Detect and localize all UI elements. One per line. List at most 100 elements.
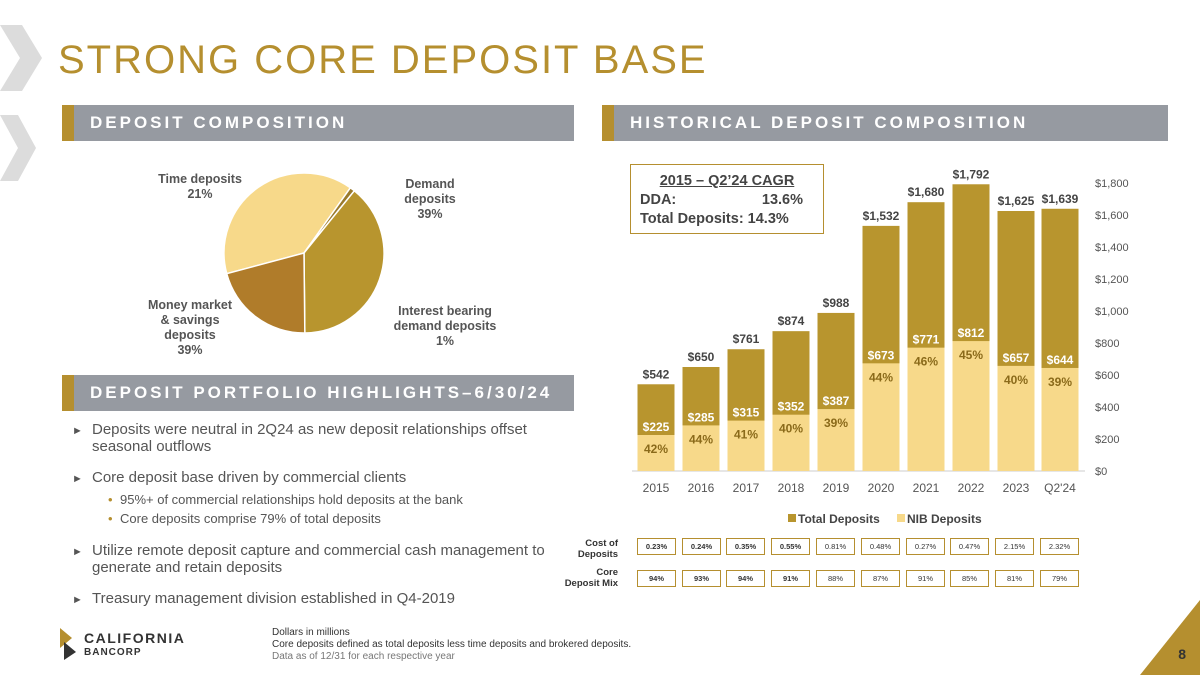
legend-swatch-nib — [897, 514, 905, 522]
total-value-label: $761 — [733, 332, 760, 346]
nib-pct-label: 41% — [734, 428, 758, 442]
bar-nib-deposits — [997, 365, 1035, 471]
cost-of-deposits-cell: 0.24% — [682, 538, 721, 555]
core-deposit-mix-cell: 79% — [1040, 570, 1079, 587]
nib-value-label: $352 — [778, 400, 805, 414]
highlight-item: ► Deposits were neutral in 2Q24 as new de… — [72, 421, 527, 455]
core-deposit-mix-cell: 91% — [771, 570, 810, 587]
historical-deposit-header: HISTORICAL DEPOSIT COMPOSITION — [602, 105, 1168, 141]
bar-nib-deposits — [682, 425, 720, 471]
total-value-label: $1,639 — [1042, 192, 1079, 206]
nib-value-label: $315 — [733, 406, 760, 420]
nib-pct-label: 44% — [869, 370, 893, 384]
nib-pct-label: 44% — [689, 432, 713, 446]
y-tick-label: $1,600 — [1095, 210, 1129, 222]
cagr-heading: 2015 – Q2’24 CAGR — [659, 173, 795, 189]
x-tick-label: 2017 — [733, 481, 760, 495]
x-tick-label: 2015 — [643, 481, 670, 495]
footnotes: Dollars in millions Core deposits define… — [272, 627, 632, 662]
highlights-list: ► Deposits were neutral in 2Q24 as new de… — [72, 421, 582, 621]
cost-of-deposits-cell: 2.15% — [995, 538, 1034, 555]
y-tick-label: $1,200 — [1095, 274, 1129, 286]
x-tick-label: 2018 — [778, 481, 805, 495]
pie-label-interest-bearing: Interest bearing demand deposits 1% — [393, 304, 497, 348]
total-value-label: $1,625 — [998, 194, 1035, 208]
cost-of-deposits-cell: 0.47% — [950, 538, 989, 555]
nib-value-label: $657 — [1003, 351, 1030, 365]
legend-swatch-total — [788, 514, 796, 522]
core-deposit-mix-cell: 94% — [726, 570, 765, 587]
x-tick-label: 2016 — [688, 481, 715, 495]
x-tick-label: 2023 — [1003, 481, 1030, 495]
core-deposit-mix-label: Core Deposit Mix — [564, 567, 618, 589]
bar-nib-deposits — [817, 409, 855, 471]
cagr-box: 2015 – Q2’24 CAGR DDA: 13.6% Total Depos… — [630, 164, 824, 234]
cagr-dda-value: 13.6% — [761, 192, 803, 208]
california-bancorp-logo — [60, 628, 76, 660]
nib-value-label: $673 — [868, 348, 895, 362]
highlights-header: DEPOSIT PORTFOLIO HIGHLIGHTS–6/30/24 — [62, 375, 574, 411]
y-tick-label: $1,800 — [1095, 178, 1129, 190]
y-tick-label: $600 — [1095, 370, 1119, 382]
total-value-label: $988 — [823, 296, 850, 310]
logo-name: CALIFORNIA — [84, 630, 186, 646]
cagr-dda-label: DDA: — [640, 192, 677, 208]
logo-sub: BANCORP — [84, 647, 142, 658]
core-deposit-mix-cell: 81% — [995, 570, 1034, 587]
legend-label-total: Total Deposits — [798, 512, 880, 526]
cost-of-deposits-cell: 0.35% — [726, 538, 765, 555]
pie-slice — [225, 252, 306, 334]
core-deposit-mix-cell: 85% — [950, 570, 989, 587]
nib-pct-label: 42% — [644, 442, 668, 456]
nib-value-label: $225 — [643, 420, 670, 434]
y-tick-label: $0 — [1095, 466, 1107, 478]
decorative-chevrons — [0, 25, 42, 181]
core-deposit-mix-cell: 93% — [682, 570, 721, 587]
total-value-label: $650 — [688, 350, 715, 364]
nib-value-label: $644 — [1047, 353, 1074, 367]
pie-label-time-deposits: Time deposits 21% — [158, 172, 242, 201]
core-deposit-mix-cell: 88% — [816, 570, 855, 587]
historical-deposit-bar-chart: $0 $200 $400 $600 $800 $1,000 $1,200 $1,400 $1,6… — [632, 167, 1129, 526]
bar-nib-deposits — [907, 347, 945, 471]
highlight-subitem: • 95%+ of commercial relationships hold d… — [108, 492, 463, 526]
x-tick-label: 2021 — [913, 481, 940, 495]
cost-of-deposits-cell: 2.32% — [1040, 538, 1079, 555]
highlight-item: ► Core deposit base driven by commercial … — [72, 469, 407, 486]
y-tick-label: $800 — [1095, 338, 1119, 350]
total-value-label: $1,792 — [953, 167, 990, 181]
nib-value-label: $387 — [823, 394, 850, 408]
legend-label-nib: NIB Deposits — [907, 512, 982, 526]
cost-of-deposits-cell: 0.55% — [771, 538, 810, 555]
deposit-composition-pie — [223, 172, 385, 334]
cost-of-deposits-cell: 0.48% — [861, 538, 900, 555]
bar-nib-deposits — [637, 435, 675, 471]
bar-nib-deposits — [727, 420, 765, 471]
nib-pct-label: 45% — [959, 348, 983, 362]
cost-of-deposits-label: Cost of Deposits — [577, 538, 618, 560]
y-tick-label: $1,400 — [1095, 242, 1129, 254]
cost-of-deposits-cell: 0.81% — [816, 538, 855, 555]
y-tick-label: $400 — [1095, 402, 1119, 414]
bar-nib-deposits — [772, 414, 810, 471]
total-value-label: $542 — [643, 367, 670, 381]
bar-nib-deposits — [862, 363, 900, 471]
bar-nib-deposits — [952, 341, 990, 471]
nib-pct-label: 40% — [779, 422, 803, 436]
cost-of-deposits-cell: 0.27% — [906, 538, 945, 555]
nib-value-label: $771 — [913, 333, 940, 347]
nib-pct-label: 40% — [1004, 373, 1028, 387]
highlight-item: ► Utilize remote deposit capture and comm… — [72, 542, 545, 576]
page-number: 8 — [1178, 646, 1186, 662]
pie-slice — [223, 172, 352, 275]
x-tick-label: Q2'24 — [1044, 481, 1076, 495]
x-tick-label: 2020 — [868, 481, 895, 495]
y-tick-label: $200 — [1095, 434, 1119, 446]
pie-slice — [303, 189, 385, 334]
page-title: STRONG CORE DEPOSIT BASE — [58, 38, 708, 82]
nib-value-label: $285 — [688, 410, 715, 424]
total-value-label: $874 — [778, 314, 805, 328]
core-deposit-mix-cell: 87% — [861, 570, 900, 587]
cost-of-deposits-cell: 0.23% — [637, 538, 676, 555]
core-deposit-mix-cell: 94% — [637, 570, 676, 587]
